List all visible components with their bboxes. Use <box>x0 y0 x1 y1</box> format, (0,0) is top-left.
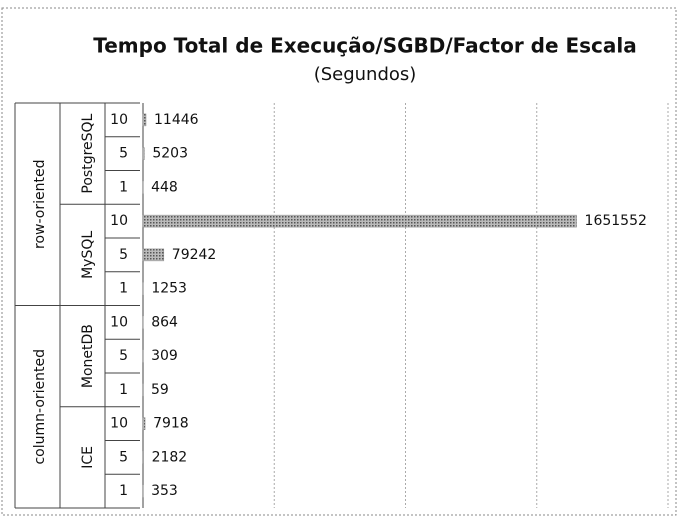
category-label: 10 <box>110 112 128 128</box>
category-label: 5 <box>119 348 128 364</box>
data-label: 11446 <box>154 112 199 128</box>
chart-border <box>1 7 677 516</box>
category-label: 1 <box>119 483 128 499</box>
data-label: 448 <box>151 179 178 195</box>
chart-subtitle: (Segundos) <box>314 64 417 85</box>
data-label: 1651552 <box>585 213 647 229</box>
category-label: 5 <box>119 146 128 162</box>
subgroup-label: ICE <box>80 446 96 469</box>
bar <box>142 147 145 160</box>
subgroup-label: PostgreSQL <box>80 113 96 193</box>
data-label: 7918 <box>153 416 189 432</box>
category-label: 10 <box>110 213 128 229</box>
data-label: 59 <box>151 382 169 398</box>
category-label: 10 <box>110 314 128 330</box>
data-label: 309 <box>151 348 178 364</box>
data-label: 1253 <box>151 281 187 297</box>
data-label: 5203 <box>152 146 188 162</box>
data-label: 353 <box>151 483 178 499</box>
data-label: 864 <box>151 314 178 330</box>
bar <box>142 214 577 228</box>
bar <box>142 248 165 262</box>
group-label: row-oriented <box>32 160 48 249</box>
bar <box>142 113 147 127</box>
category-label: 1 <box>119 179 128 195</box>
category-label: 5 <box>119 449 128 465</box>
data-label: 2182 <box>152 449 188 465</box>
category-label: 1 <box>119 281 128 297</box>
data-label: 79242 <box>172 247 217 263</box>
bar <box>142 451 144 464</box>
chart-title: Tempo Total de Execução/SGBD/Factor de E… <box>93 34 637 58</box>
category-label: 1 <box>119 382 128 398</box>
group-label: column-oriented <box>32 349 48 465</box>
subgroup-label: MySQL <box>80 231 96 279</box>
bar <box>142 417 146 430</box>
category-label: 5 <box>119 247 128 263</box>
category-label: 10 <box>110 416 128 432</box>
subgroup-label: MonetDB <box>80 324 96 388</box>
